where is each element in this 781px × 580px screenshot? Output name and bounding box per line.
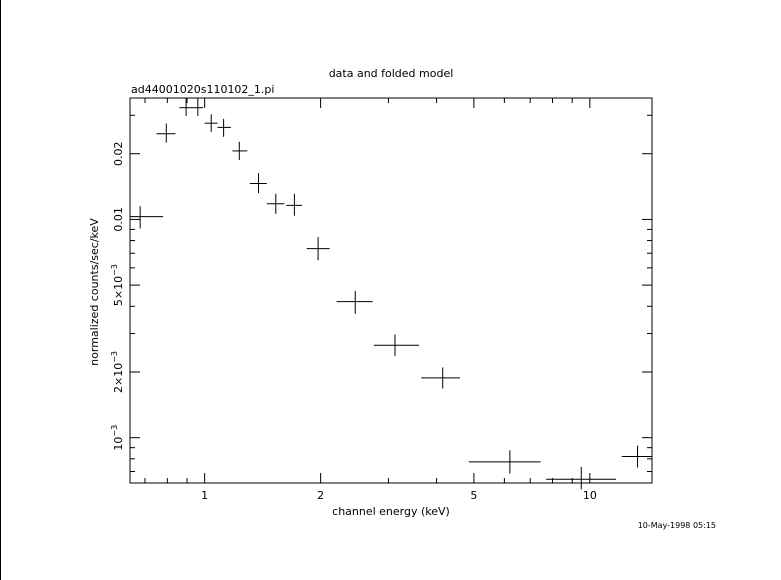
y-tick-label: 0.02 xyxy=(112,141,125,166)
data-point xyxy=(468,450,541,474)
data-point xyxy=(266,193,285,214)
data-point xyxy=(621,445,652,468)
y-tick-label: 0.01 xyxy=(112,207,125,232)
chart-subtitle: ad44001020s110102_1.pi xyxy=(131,83,274,96)
x-tick-label: 5 xyxy=(470,489,477,502)
data-point xyxy=(421,367,460,389)
tick-labels: 1 2 5 10 10−3 2×10−3 5×10−3 0.01 0.02 xyxy=(110,141,597,502)
x-tick-label: 1 xyxy=(201,489,208,502)
y-axis-label: normalized counts/sec/keV xyxy=(88,218,101,366)
data-point xyxy=(192,98,203,116)
x-tick-label: 10 xyxy=(583,489,597,502)
data-point xyxy=(130,206,164,229)
axis-ticks xyxy=(130,98,652,483)
data-points xyxy=(130,98,652,490)
y-tick-label: 2×10−3 xyxy=(110,351,125,393)
data-point xyxy=(217,118,231,137)
plot-frame xyxy=(129,97,653,484)
data-point xyxy=(156,123,176,143)
data-point xyxy=(373,334,419,356)
data-point xyxy=(179,98,193,116)
data-point xyxy=(336,290,373,314)
timestamp: 10-May-1998 05:15 xyxy=(638,521,716,530)
data-point xyxy=(249,173,267,194)
left-edge-rule xyxy=(0,0,1,580)
data-point xyxy=(232,141,248,161)
data-point xyxy=(204,114,218,132)
y-tick-label: 5×10−3 xyxy=(110,264,125,306)
y-tick-label: 10−3 xyxy=(110,425,125,451)
x-tick-label: 2 xyxy=(317,489,324,502)
data-point xyxy=(546,466,617,490)
data-point xyxy=(286,193,303,216)
data-point xyxy=(306,237,330,261)
x-axis-label: channel energy (keV) xyxy=(332,505,450,518)
chart-title: data and folded model xyxy=(329,67,454,80)
